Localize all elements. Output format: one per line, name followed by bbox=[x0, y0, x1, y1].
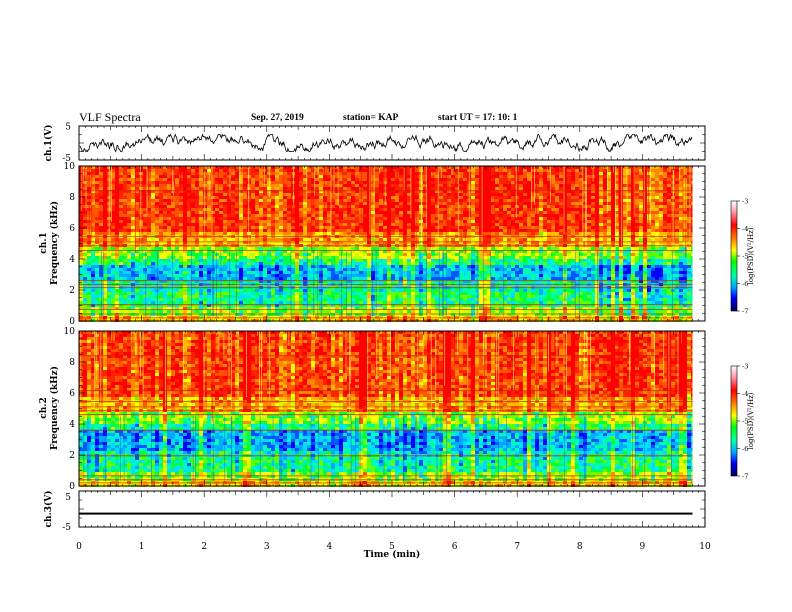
frequency-tick-label: 4 bbox=[69, 420, 75, 430]
ch3-waveform-trace bbox=[79, 513, 693, 515]
frequency-tick-label: 10 bbox=[64, 327, 76, 337]
time-axis-label: Time (min) bbox=[364, 549, 421, 560]
ch3-waveform-ticks bbox=[79, 491, 705, 527]
ch2-colorbar-bar bbox=[731, 366, 737, 476]
ch1-spectrogram-image bbox=[79, 166, 705, 322]
ch2-spectrogram-ylabel: Frequency (kHz) bbox=[49, 366, 60, 450]
frequency-tick-label: 10 bbox=[64, 162, 76, 172]
time-tick-label: 6 bbox=[452, 542, 458, 552]
ch2-spectrogram-ytick-labels: 0 2 4 6 8 10 bbox=[64, 327, 76, 492]
frequency-tick-label: 0 bbox=[69, 317, 75, 327]
ch1-waveform-ticks bbox=[79, 126, 705, 160]
frequency-tick-label: 2 bbox=[69, 451, 75, 461]
ch1-spectrogram-ytick-labels: 0 2 4 6 8 10 bbox=[64, 162, 76, 327]
frequency-tick-label: 0 bbox=[69, 482, 75, 492]
frequency-tick-label: 8 bbox=[69, 193, 75, 203]
ch1-colorbar-label: log(PSD)(V²/Hz) bbox=[747, 227, 755, 284]
ch1-spectrogram-ylabel: Frequency (kHz) bbox=[49, 201, 60, 285]
ch2-colorbar-label: log(PSD)(V²/Hz) bbox=[747, 392, 755, 449]
ch1-ytick-top: 5 bbox=[65, 123, 71, 133]
ch2-spectrogram-image bbox=[79, 331, 705, 487]
time-tick-label: 2 bbox=[201, 542, 207, 552]
ch3-ytick-top: 5 bbox=[65, 493, 71, 503]
time-tick-label: 8 bbox=[577, 542, 583, 552]
frequency-tick-label: 6 bbox=[69, 224, 75, 234]
time-tick-label: 7 bbox=[514, 542, 520, 552]
colorbar-tick-label: -7 bbox=[742, 308, 748, 316]
colorbar-tick-label: -3 bbox=[742, 363, 748, 371]
ch1-colorbar: -3-4-5-6-7 log(PSD)(V²/Hz) bbox=[731, 198, 755, 316]
ch1-spectrogram-panel: 0 2 4 6 8 10 ch.1 Frequency (kHz) bbox=[39, 162, 705, 327]
ch2-colorbar: -3-4-5-6-7 log(PSD)(V²/Hz) bbox=[731, 363, 755, 481]
ch3-ytick-bottom: -5 bbox=[62, 523, 71, 533]
ch1-colorbar-bar bbox=[731, 201, 737, 311]
ch1-spectrogram-channel-label: ch.1 bbox=[39, 232, 49, 253]
colorbar-tick-label: -7 bbox=[742, 473, 748, 481]
ch2-spectrogram-channel-label: ch.2 bbox=[39, 397, 49, 418]
ch1-waveform-ylabel: ch.1(V) bbox=[43, 125, 54, 162]
time-tick-label: 4 bbox=[327, 542, 333, 552]
time-tick-label: 1 bbox=[139, 542, 145, 552]
frequency-tick-label: 2 bbox=[69, 286, 75, 296]
time-tick-label: 3 bbox=[264, 542, 270, 552]
ch1-waveform-trace bbox=[80, 135, 692, 152]
ch2-spectrogram-panel: 0 2 4 6 8 10 ch.2 Frequency (kHz) bbox=[39, 327, 705, 492]
ch3-waveform-ylabel: ch.3(V) bbox=[43, 491, 54, 528]
ch1-waveform-panel: 5 -5 ch.1(V) bbox=[43, 123, 705, 165]
frequency-tick-label: 4 bbox=[69, 255, 75, 265]
frequency-tick-label: 8 bbox=[69, 358, 75, 368]
time-tick-label: 10 bbox=[699, 542, 711, 552]
time-tick-label: 9 bbox=[640, 542, 646, 552]
frequency-tick-label: 6 bbox=[69, 389, 75, 399]
colorbar-tick-label: -3 bbox=[742, 198, 748, 206]
vlf-spectra-figure: 5 -5 ch.1(V) 0246810 ch.1 Frequency (kHz… bbox=[0, 0, 792, 612]
ch3-waveform-panel: 5 -5 ch.3(V) 0 1 2 3 4 5 6 7 8 9 10 Time (min) bbox=[43, 491, 711, 560]
time-tick-label: 0 bbox=[76, 542, 82, 552]
